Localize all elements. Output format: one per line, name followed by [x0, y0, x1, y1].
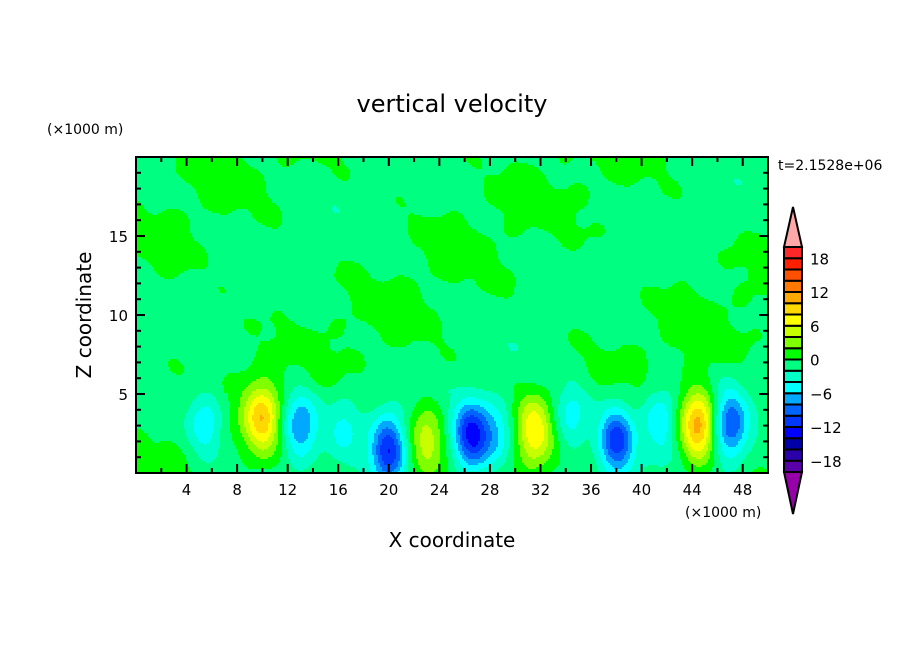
x-tick-label: 28: [480, 481, 499, 499]
colorbar-box: [783, 459, 803, 473]
colorbar-box: [783, 437, 803, 451]
colorbar-box: [783, 403, 803, 417]
x-tick-label: 16: [329, 481, 348, 499]
colorbar-box: [783, 369, 803, 383]
colorbar-box: [783, 336, 803, 350]
x-axis-label: X coordinate: [389, 528, 516, 552]
colorbar-tick-label: −12: [810, 419, 842, 437]
colorbar-tick-label: 0: [810, 352, 820, 370]
colorbar-box: [783, 381, 803, 395]
y-axis-label: Z coordinate: [72, 252, 96, 379]
y-tick-label: 15: [109, 228, 128, 246]
colorbar-tick-label: 12: [810, 284, 829, 302]
plot-frame: [135, 156, 769, 474]
x-tick-label: 48: [733, 481, 752, 499]
colorbar-box: [783, 426, 803, 440]
colorbar-tick-label: 18: [810, 250, 829, 268]
colorbar-over-triangle: [782, 206, 804, 248]
x-tick-label: 20: [379, 481, 398, 499]
x-tick-label: 40: [632, 481, 651, 499]
colorbar-box: [783, 414, 803, 428]
y-tick-label: 5: [118, 386, 128, 404]
time-label: t=2.1528e+06: [778, 158, 882, 174]
colorbar-tick-label: 6: [810, 318, 820, 336]
colorbar: 18 12 6 0 −6 −12 −18: [782, 206, 842, 515]
colorbar-box: [783, 268, 803, 282]
y-units-label: (×1000 m): [47, 122, 123, 138]
colorbar-tick-label: −6: [810, 385, 832, 403]
x-tick-label: 44: [683, 481, 702, 499]
colorbar-box: [783, 302, 803, 316]
colorbar-box: [783, 291, 803, 305]
colorbar-box: [783, 358, 803, 372]
x-tick-label: 32: [531, 481, 550, 499]
x-tick-label: 4: [182, 481, 192, 499]
colorbar-box: [783, 347, 803, 361]
colorbar-box: [783, 279, 803, 293]
colorbar-box: [783, 324, 803, 338]
x-units-label: (×1000 m): [685, 505, 761, 521]
chart-title: vertical velocity: [357, 90, 548, 118]
x-tick-label: 12: [278, 481, 297, 499]
x-tick-label: 8: [232, 481, 242, 499]
colorbar-box: [783, 246, 803, 260]
colorbar-box: [783, 257, 803, 271]
y-tick-label: 10: [109, 307, 128, 325]
colorbar-box: [783, 313, 803, 327]
colorbar-tick-label: −18: [810, 453, 842, 471]
colorbar-under-triangle: [782, 471, 804, 515]
colorbar-box: [783, 448, 803, 462]
colorbar-box: [783, 392, 803, 406]
contour-field: [136, 157, 768, 473]
x-tick-label: 24: [430, 481, 449, 499]
x-tick-label: 36: [581, 481, 600, 499]
